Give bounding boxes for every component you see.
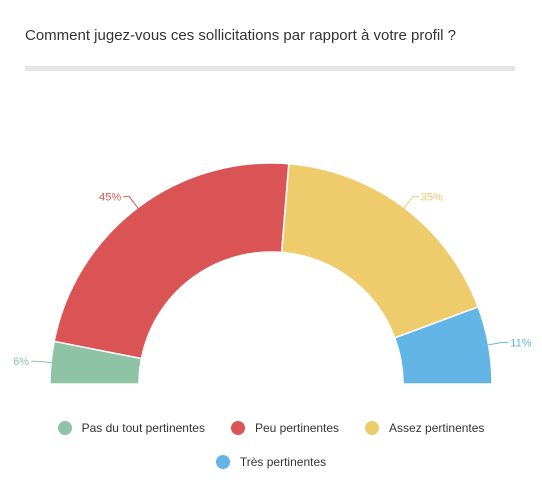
data-label: 6% — [13, 356, 29, 368]
legend-label: Pas du tout pertinentes — [81, 421, 205, 435]
legend-swatch — [365, 421, 380, 435]
data-label: 35% — [421, 192, 443, 204]
legend-swatch — [230, 421, 245, 435]
slice-tres-pertinentes[interactable] — [393, 305, 493, 385]
legend-item-tres-pertinentes[interactable]: Très pertinentes — [215, 455, 327, 469]
legend-row-1: Pas du tout pertinentes Peu pertinentes … — [0, 418, 542, 438]
legend-label: Assez pertinentes — [389, 421, 485, 435]
semi-donut-chart: 6% 45% 35% 11% — [13, 162, 532, 385]
title-divider — [25, 66, 515, 71]
label-connector — [31, 360, 54, 364]
legend-swatch — [57, 421, 72, 435]
legend-swatch — [215, 455, 230, 469]
legend-row-2: Très pertinentes — [0, 452, 542, 472]
data-label: 45% — [99, 192, 121, 204]
label-connector — [486, 341, 509, 346]
data-label: 11% — [510, 337, 531, 349]
legend-item-peu-pertinentes[interactable]: Peu pertinentes — [230, 421, 340, 435]
legend-item-pas-du-tout-pertinentes[interactable]: Pas du tout pertinentes — [57, 421, 205, 435]
legend-label: Peu pertinentes — [254, 421, 340, 435]
slice-assez-pertinentes[interactable] — [280, 162, 480, 339]
label-connector — [402, 196, 419, 210]
legend: Pas du tout pertinentes Peu pertinentes … — [0, 418, 542, 486]
slice-peu-pertinentes[interactable] — [53, 162, 290, 360]
chart-title: Comment jugez-vous ces sollicitations pa… — [25, 27, 457, 44]
label-connector — [123, 196, 140, 210]
legend-item-assez-pertinentes[interactable]: Assez pertinentes — [365, 421, 484, 435]
legend-label: Très pertinentes — [239, 455, 327, 469]
